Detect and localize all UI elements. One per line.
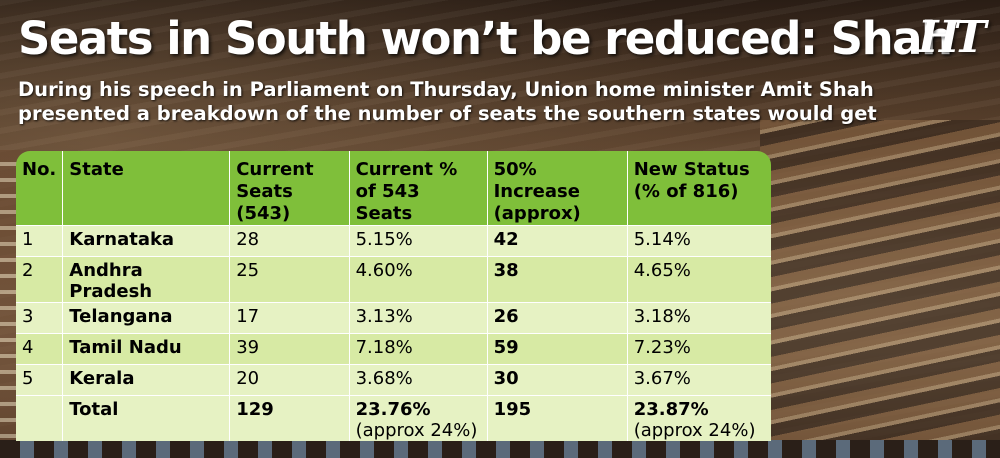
header-current-pct-line1: Current % xyxy=(355,159,458,180)
parliament-desks xyxy=(0,440,1000,458)
cell-increase: 26 xyxy=(487,302,628,334)
header-state-line1: State xyxy=(69,159,124,180)
total-current-seats: 129 xyxy=(229,395,350,441)
total-new-pct: 23.87% xyxy=(633,399,709,420)
cell-current-pct: 7.18% xyxy=(349,333,488,365)
table-row: 5 Kerala 20 3.68% 30 3.67% xyxy=(16,364,771,396)
cell-new-pct: 3.67% xyxy=(627,364,771,396)
seats-table-container: No. State Current Seats (543) Current % … xyxy=(16,151,771,441)
total-label: Total xyxy=(62,395,231,441)
cell-new-pct: 7.23% xyxy=(627,333,771,365)
cell-current-pct: 4.60% xyxy=(349,256,488,303)
cell-new-pct: 4.65% xyxy=(627,256,771,303)
total-current-pct-cell: 23.76% (approx 24%) xyxy=(349,395,488,441)
cell-current-pct: 3.68% xyxy=(349,364,488,396)
cell-state: Kerala xyxy=(62,364,231,396)
total-new-pct-note: (approx 24%) xyxy=(633,420,756,441)
cell-increase: 38 xyxy=(487,256,628,303)
table-row: 3 Telangana 17 3.13% 26 3.18% xyxy=(16,302,771,334)
header-new-status-line2: (% of 816) xyxy=(633,181,739,202)
header-increase-line2: (approx) xyxy=(493,203,581,224)
subheadline: During his speech in Parliament on Thurs… xyxy=(18,78,877,125)
total-current-pct: 23.76% xyxy=(355,399,431,420)
cell-new-pct: 3.18% xyxy=(627,302,771,334)
cell-state: Andhra Pradesh xyxy=(62,256,231,303)
table-row: 1 Karnataka 28 5.15% 42 5.14% xyxy=(16,225,771,257)
cell-no: 3 xyxy=(16,302,64,334)
total-new-pct-cell: 23.87% (approx 24%) xyxy=(627,395,771,441)
cell-current-seats: 17 xyxy=(229,302,350,334)
seats-table: No. State Current Seats (543) Current % … xyxy=(16,151,771,441)
cell-current-seats: 39 xyxy=(229,333,350,365)
header-no-line1: No. xyxy=(22,159,57,180)
table-row: 2 Andhra Pradesh 25 4.60% 38 4.65% xyxy=(16,256,771,303)
cell-no: 2 xyxy=(16,256,64,303)
cell-no: 4 xyxy=(16,333,64,365)
cell-current-seats: 20 xyxy=(229,364,350,396)
header-current-seats-line2: Seats (543) xyxy=(236,181,293,224)
cell-current-pct: 3.13% xyxy=(349,302,488,334)
table-header-row: No. State Current Seats (543) Current % … xyxy=(16,151,771,226)
table-row: 4 Tamil Nadu 39 7.18% 59 7.23% xyxy=(16,333,771,365)
total-increase: 195 xyxy=(487,395,628,441)
headline: Seats in South won’t be reduced: Shah xyxy=(18,12,953,65)
cell-no-empty xyxy=(16,395,64,441)
header-increase: 50% Increase (approx) xyxy=(487,151,628,226)
cell-no: 5 xyxy=(16,364,64,396)
cell-current-seats: 25 xyxy=(229,256,350,303)
ht-logo: HT xyxy=(918,12,986,63)
header-new-status: New Status (% of 816) xyxy=(627,151,771,226)
header-current-pct-line2: of 543 Seats xyxy=(355,181,420,224)
cell-state: Tamil Nadu xyxy=(62,333,231,365)
cell-state: Karnataka xyxy=(62,225,231,257)
header-new-status-line1: New Status xyxy=(633,159,750,180)
cell-increase: 42 xyxy=(487,225,628,257)
cell-current-pct: 5.15% xyxy=(349,225,488,257)
cell-increase: 59 xyxy=(487,333,628,365)
cell-no: 1 xyxy=(16,225,64,257)
header-current-seats-line1: Current xyxy=(236,159,314,180)
table-total-row: Total 129 23.76% (approx 24%) 195 23.87%… xyxy=(16,395,771,441)
parliament-benches xyxy=(760,120,1000,458)
cell-increase: 30 xyxy=(487,364,628,396)
header-current-seats: Current Seats (543) xyxy=(229,151,350,226)
cell-new-pct: 5.14% xyxy=(627,225,771,257)
cell-current-seats: 28 xyxy=(229,225,350,257)
total-current-pct-note: (approx 24%) xyxy=(355,420,478,441)
cell-state: Telangana xyxy=(62,302,231,334)
header-state: State xyxy=(62,151,231,226)
header-increase-line1: 50% Increase xyxy=(493,159,580,202)
header-no: No. xyxy=(16,151,64,226)
header-current-pct: Current % of 543 Seats xyxy=(349,151,488,226)
